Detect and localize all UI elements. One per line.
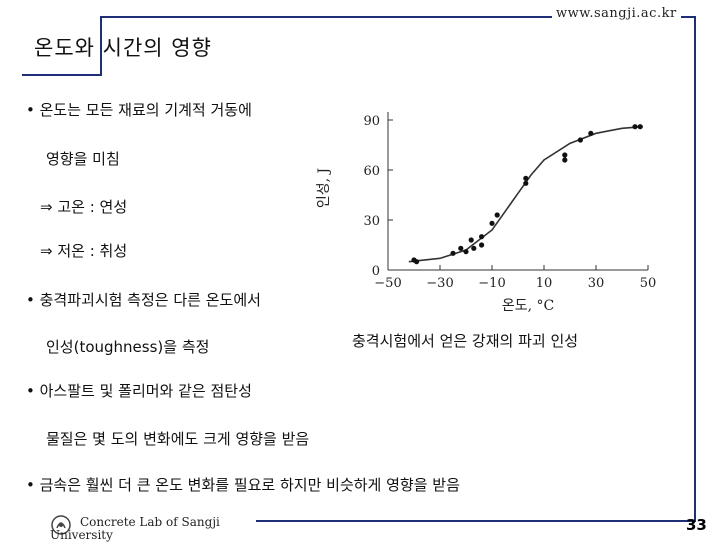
- data-point: [450, 250, 456, 256]
- data-points: [411, 124, 643, 265]
- data-point: [562, 157, 568, 163]
- bullet-temperature-effect: • 온도는 모든 재료의 기계적 거동에: [26, 101, 252, 119]
- y-axis-label: 인성, J: [316, 168, 332, 208]
- slide-title: 온도와 시간의 영향: [34, 36, 212, 60]
- chart-axes: [387, 112, 648, 271]
- x-tick-label: −30: [426, 276, 453, 291]
- site-url[interactable]: www.sangji.ac.kr: [552, 6, 681, 21]
- data-point: [463, 249, 469, 255]
- high-temp-ductile: ⇒ 고온 : 연성: [40, 198, 128, 216]
- data-point: [632, 124, 638, 130]
- chart-ticks: 0 30 60 90 −50 −30 −10 10 30 50: [363, 114, 656, 291]
- data-point: [523, 175, 529, 181]
- data-point: [468, 237, 474, 243]
- bullet-metals: • 금속은 훨씬 더 큰 온도 변화를 필요로 하지만 비슷하게 영향을 받음: [26, 476, 460, 494]
- bullet-impact-test: • 충격파괴시험 측정은 다른 온도에서: [26, 291, 261, 309]
- data-point: [458, 245, 464, 251]
- bullet-temperature-effect-cont: 영향을 미침: [46, 150, 120, 168]
- data-point: [577, 137, 583, 143]
- footer-org-name: Concrete Lab of Sangji: [80, 515, 220, 529]
- frame-left-border: [100, 16, 102, 76]
- bullet-viscoelastic-cont: 물질은 몇 도의 변화에도 크게 영향을 받음: [46, 430, 310, 448]
- footer-org-name-cont: University: [50, 528, 113, 542]
- data-point: [479, 234, 485, 240]
- data-point: [494, 212, 500, 218]
- y-tick-label: 90: [363, 114, 380, 129]
- page-number: 33: [686, 516, 707, 534]
- fitted-curve: [408, 125, 643, 263]
- y-tick-label: 30: [363, 214, 380, 229]
- bullet-viscoelastic: • 아스팔트 및 폴리머와 같은 점탄성: [26, 382, 252, 400]
- data-point: [588, 130, 594, 136]
- frame-bottom-border: [256, 520, 696, 522]
- x-tick-label: 10: [536, 276, 553, 291]
- x-axis-label: 온도, °C: [502, 298, 554, 314]
- x-tick-label: 50: [640, 276, 657, 291]
- university-logo-icon: [51, 515, 71, 535]
- data-point: [479, 242, 485, 248]
- data-point: [637, 124, 643, 130]
- y-tick-label: 0: [372, 264, 380, 279]
- data-point: [562, 152, 568, 158]
- frame-top-border: [100, 16, 696, 18]
- frame-right-border: [694, 16, 696, 522]
- data-point: [414, 259, 420, 265]
- data-point: [489, 220, 495, 226]
- bullet-impact-test-cont: 인성(toughness)을 측정: [46, 338, 210, 356]
- low-temp-brittle: ⇒ 저온 : 취성: [40, 242, 128, 260]
- chart-caption: 충격시험에서 얻은 강재의 파괴 인성: [352, 332, 579, 350]
- data-point: [471, 245, 477, 251]
- data-point: [523, 180, 529, 186]
- x-tick-label: −10: [478, 276, 505, 291]
- x-tick-label: 30: [588, 276, 605, 291]
- y-tick-label: 60: [363, 164, 380, 179]
- toughness-temperature-chart: 0 30 60 90 −50 −30 −10 10 30 50 인성, J 온도, °C: [316, 112, 656, 314]
- x-tick-label: −50: [374, 276, 401, 291]
- title-underline: [22, 74, 102, 76]
